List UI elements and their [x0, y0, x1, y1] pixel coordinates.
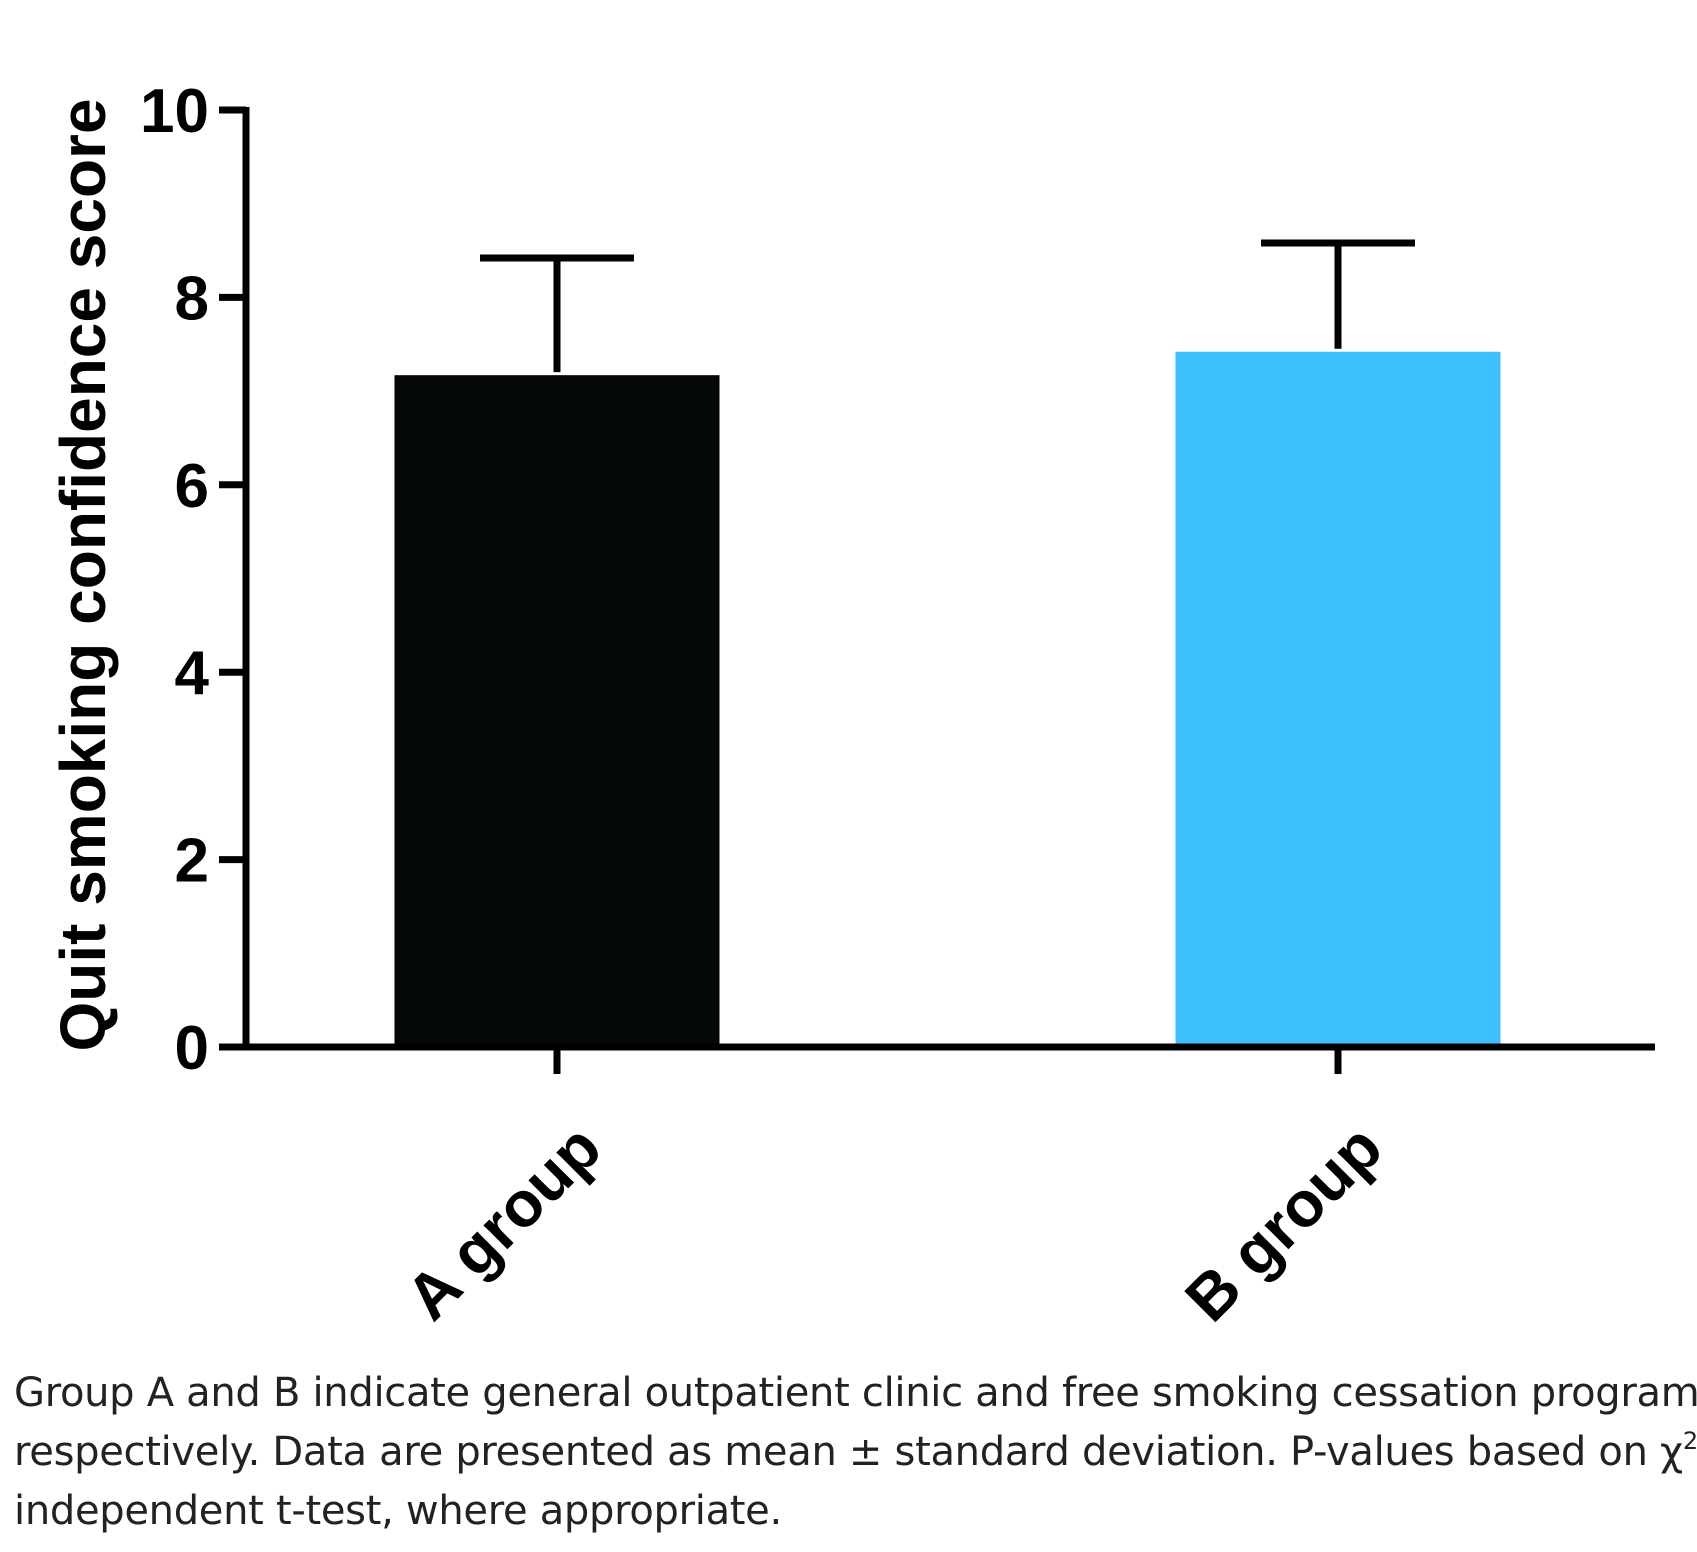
y-tick-label: 6	[175, 452, 209, 521]
error-bars-layer	[480, 239, 1415, 373]
caption-line-2: respectively. Data are presented as mean…	[14, 1423, 1697, 1482]
axes-layer	[242, 107, 1655, 1051]
caption-line-2-text: respectively. Data are presented as mean…	[14, 1429, 1683, 1475]
caption-line-3: independent t-test, where appropriate.	[14, 1488, 782, 1534]
y-tick-label: 4	[175, 639, 210, 708]
x-ticks-layer: A group B group	[392, 1047, 1396, 1335]
bar-chart: 0 2 4 6 8 10 A group B group Quit smoking conf…	[47, 77, 1655, 1335]
caption-superscript: 2	[1682, 1427, 1697, 1455]
y-tick-label: 0	[175, 1014, 209, 1083]
y-ticks-layer: 0 2 4 6 8 10	[140, 77, 246, 1083]
y-tick-label: 10	[140, 77, 209, 146]
x-tick-label: B group	[1171, 1111, 1395, 1335]
caption-line-1: Group A and B indicate general outpatien…	[14, 1370, 1697, 1416]
bar-a-group	[394, 375, 720, 1047]
bars-layer	[394, 351, 1501, 1048]
figure-caption: Group A and B indicate general outpatien…	[14, 1364, 1697, 1541]
x-tick-label: A group	[392, 1111, 615, 1334]
bar-b-group	[1175, 351, 1501, 1048]
y-axis-title: Quit smoking confidence score	[47, 98, 119, 1051]
y-tick-label: 2	[175, 827, 209, 896]
y-tick-label: 8	[175, 264, 209, 333]
